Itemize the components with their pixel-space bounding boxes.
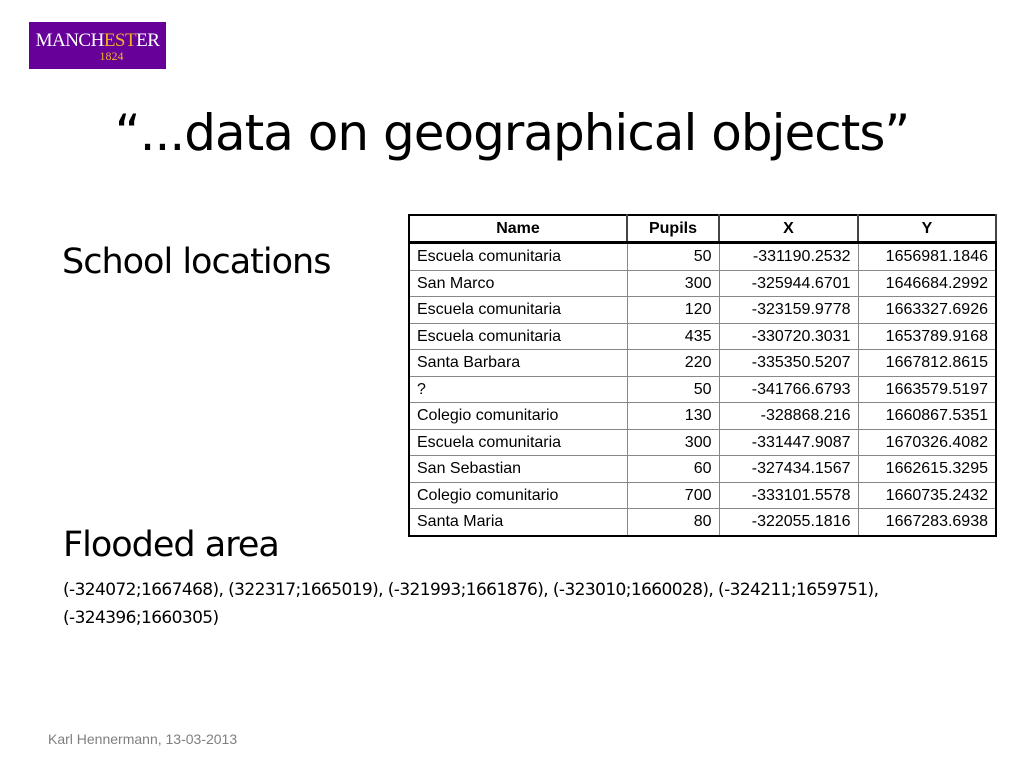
cell-x: -323159.9778 [718,296,859,324]
cell-x: -325944.6701 [718,269,859,297]
cell-name: Santa Maria [408,508,628,536]
cell-y: 1646684.2992 [857,269,997,297]
cell-y: 1660735.2432 [857,481,997,509]
table-row: Colegio comunitario 700 -333101.5578 166073… [408,481,997,509]
cell-name: ? [408,375,628,403]
flooded-area-heading: Flooded area [63,525,280,565]
table-row: San Marco 300 -325944.6701 1646684.2992 [408,269,997,297]
cell-name: Escuela comunitaria [408,242,628,271]
cell-name: Escuela comunitaria [408,428,628,456]
cell-y: 1663327.6926 [857,296,997,324]
table-row: ? 50 -341766.6793 1663579.5197 [408,375,997,403]
cell-y: 1670326.4082 [857,428,997,456]
cell-name: Santa Barbara [408,349,628,377]
table-row: Escuela comunitaria 120 -323159.9778 166332… [408,296,997,324]
cell-y: 1662615.3295 [857,455,997,483]
table-row: Colegio comunitario 130 -328868.216 1660867… [408,402,997,430]
cell-pupils: 80 [626,508,720,536]
school-table: Name Pupils X Y Escuela comunitaria 50 -33119… [408,214,997,537]
cell-x: -330720.3031 [718,322,859,350]
cell-y: 1667812.8615 [857,349,997,377]
flooded-area-coordinates: (-324072;1667468), (322317;1665019), (-3… [63,580,879,628]
cell-name: Colegio comunitario [408,481,628,509]
cell-x: -341766.6793 [718,375,859,403]
cell-name: Colegio comunitario [408,402,628,430]
cell-x: -335350.5207 [718,349,859,377]
cell-pupils: 50 [626,375,720,403]
cell-x: -322055.1816 [718,508,859,536]
cell-pupils: 700 [626,481,720,509]
table-row: Santa Barbara 220 -335350.5207 1667812.8615 [408,349,997,377]
cell-y: 1663579.5197 [857,375,997,403]
cell-pupils: 300 [626,428,720,456]
footer-author-date: Karl Hennermann, 13-03-2013 [48,731,238,747]
cell-x: -327434.1567 [718,455,859,483]
table-row: Santa Maria 80 -322055.1816 1667283.6938 [408,508,997,536]
table-row: Escuela comunitaria 435 -330720.3031 165378… [408,322,997,350]
table-row: Escuela comunitaria 300 -331447.9087 167032… [408,428,997,456]
cell-y: 1653789.9168 [857,322,997,350]
cell-pupils: 120 [626,296,720,324]
cell-name: Escuela comunitaria [408,322,628,350]
column-header: Y [857,214,997,244]
cell-pupils: 220 [626,349,720,377]
cell-name: San Marco [408,269,628,297]
table-row: Escuela comunitaria 50 -331190.2532 1656981… [408,242,997,271]
column-header: X [718,214,859,244]
cell-y: 1660867.5351 [857,402,997,430]
cell-x: -331190.2532 [718,242,859,271]
cell-x: -328868.216 [718,402,859,430]
school-locations-heading: School locations [62,242,331,282]
cell-pupils: 435 [626,322,720,350]
cell-y: 1667283.6938 [857,508,997,536]
slide-title: “...data on geographical objects” [114,104,911,162]
cell-x: -331447.9087 [718,428,859,456]
cell-name: Escuela comunitaria [408,296,628,324]
cell-pupils: 130 [626,402,720,430]
column-header: Name [408,214,628,244]
cell-name: San Sebastian [408,455,628,483]
cell-y: 1656981.1846 [857,242,997,271]
university-logo: MANCHESTER 1824 [29,22,166,69]
cell-pupils: 50 [626,242,720,271]
table-row: San Sebastian 60 -327434.1567 1662615.3295 [408,455,997,483]
cell-pupils: 300 [626,269,720,297]
cell-pupils: 60 [626,455,720,483]
cell-x: -333101.5578 [718,481,859,509]
column-header: Pupils [626,214,720,244]
